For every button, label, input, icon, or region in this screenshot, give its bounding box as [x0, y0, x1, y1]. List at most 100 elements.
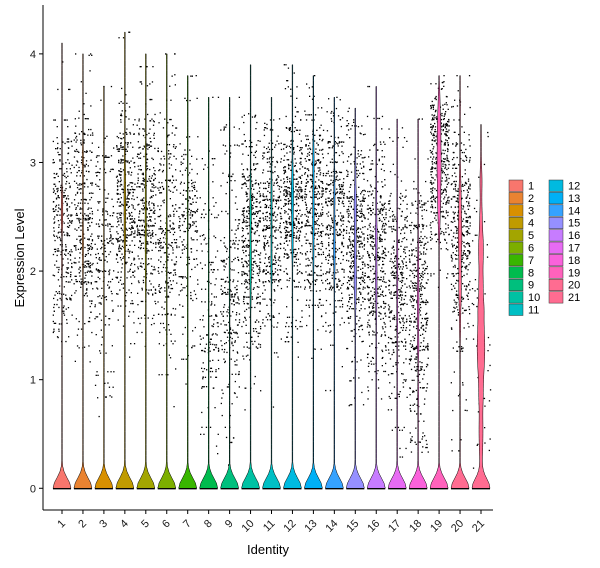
data-point [247, 264, 250, 266]
data-point [193, 186, 196, 188]
data-point [295, 255, 297, 258]
data-point [267, 199, 269, 201]
data-point [189, 190, 191, 192]
data-point [274, 166, 276, 168]
data-point [231, 175, 233, 178]
data-point [119, 185, 121, 187]
data-point [79, 202, 82, 204]
data-point [146, 216, 148, 218]
data-point [363, 198, 365, 200]
data-point [58, 328, 60, 330]
data-point [248, 332, 250, 334]
data-point [253, 261, 255, 264]
data-point [168, 163, 170, 165]
data-point [231, 343, 233, 345]
data-point [171, 287, 174, 290]
data-point [256, 296, 258, 298]
data-point [350, 206, 352, 208]
data-point [108, 272, 111, 274]
data-point [287, 187, 289, 189]
data-point [318, 247, 320, 250]
data-point [328, 184, 330, 186]
data-point [90, 283, 92, 285]
data-point [317, 153, 320, 155]
data-point [128, 118, 130, 120]
data-point [92, 262, 94, 265]
data-point [339, 233, 342, 235]
data-point [277, 135, 279, 137]
data-point [172, 247, 174, 249]
data-point [210, 282, 212, 285]
data-point [315, 162, 317, 164]
data-point [339, 188, 342, 190]
data-point [95, 374, 97, 376]
data-point [319, 231, 321, 233]
data-point [328, 237, 330, 239]
data-point [304, 185, 307, 187]
data-point [184, 230, 187, 233]
data-point [146, 273, 148, 275]
data-point [349, 197, 351, 199]
data-point [87, 264, 90, 266]
data-point [267, 170, 269, 172]
data-point [150, 189, 152, 191]
data-point [232, 329, 234, 331]
data-point [295, 240, 297, 242]
data-point [329, 287, 331, 289]
data-point [258, 210, 260, 212]
data-point [244, 237, 247, 240]
data-point [102, 208, 104, 210]
data-point [87, 228, 89, 231]
data-point [162, 231, 164, 233]
data-point [67, 272, 70, 274]
data-point [339, 324, 341, 326]
data-point [227, 281, 229, 283]
data-point [212, 333, 214, 335]
data-point [201, 387, 203, 389]
data-point [111, 396, 113, 398]
data-point [277, 285, 279, 287]
data-point [326, 111, 328, 113]
data-point [368, 156, 370, 158]
data-point [97, 171, 99, 173]
data-point [381, 357, 383, 359]
data-point [86, 151, 88, 153]
data-point [251, 340, 253, 343]
data-point [174, 147, 176, 149]
data-point [111, 215, 114, 217]
data-point [210, 315, 213, 317]
data-point [146, 250, 148, 252]
data-point [224, 287, 226, 289]
data-point [179, 229, 181, 232]
data-point [244, 310, 246, 312]
data-point [283, 222, 285, 224]
data-point [317, 144, 319, 146]
data-point [159, 288, 161, 290]
data-point [172, 307, 174, 310]
data-point [172, 210, 175, 212]
data-point [217, 359, 220, 361]
data-point [117, 193, 119, 195]
data-point [222, 293, 224, 295]
data-point [275, 216, 277, 218]
data-point [288, 190, 290, 193]
data-point [310, 283, 312, 285]
data-point [331, 255, 333, 257]
data-point [244, 291, 246, 294]
data-point [152, 124, 155, 126]
data-point [341, 284, 343, 286]
data-point [358, 297, 360, 299]
data-point [320, 242, 322, 244]
data-point [237, 248, 239, 250]
data-point [255, 211, 257, 213]
data-point [112, 225, 114, 228]
data-point [161, 228, 163, 230]
data-point [62, 307, 65, 309]
data-point [97, 223, 100, 225]
data-point [226, 351, 228, 354]
data-point [142, 183, 144, 185]
data-point [363, 194, 365, 196]
data-point [347, 213, 349, 215]
data-point [97, 288, 99, 290]
data-point [96, 371, 98, 373]
